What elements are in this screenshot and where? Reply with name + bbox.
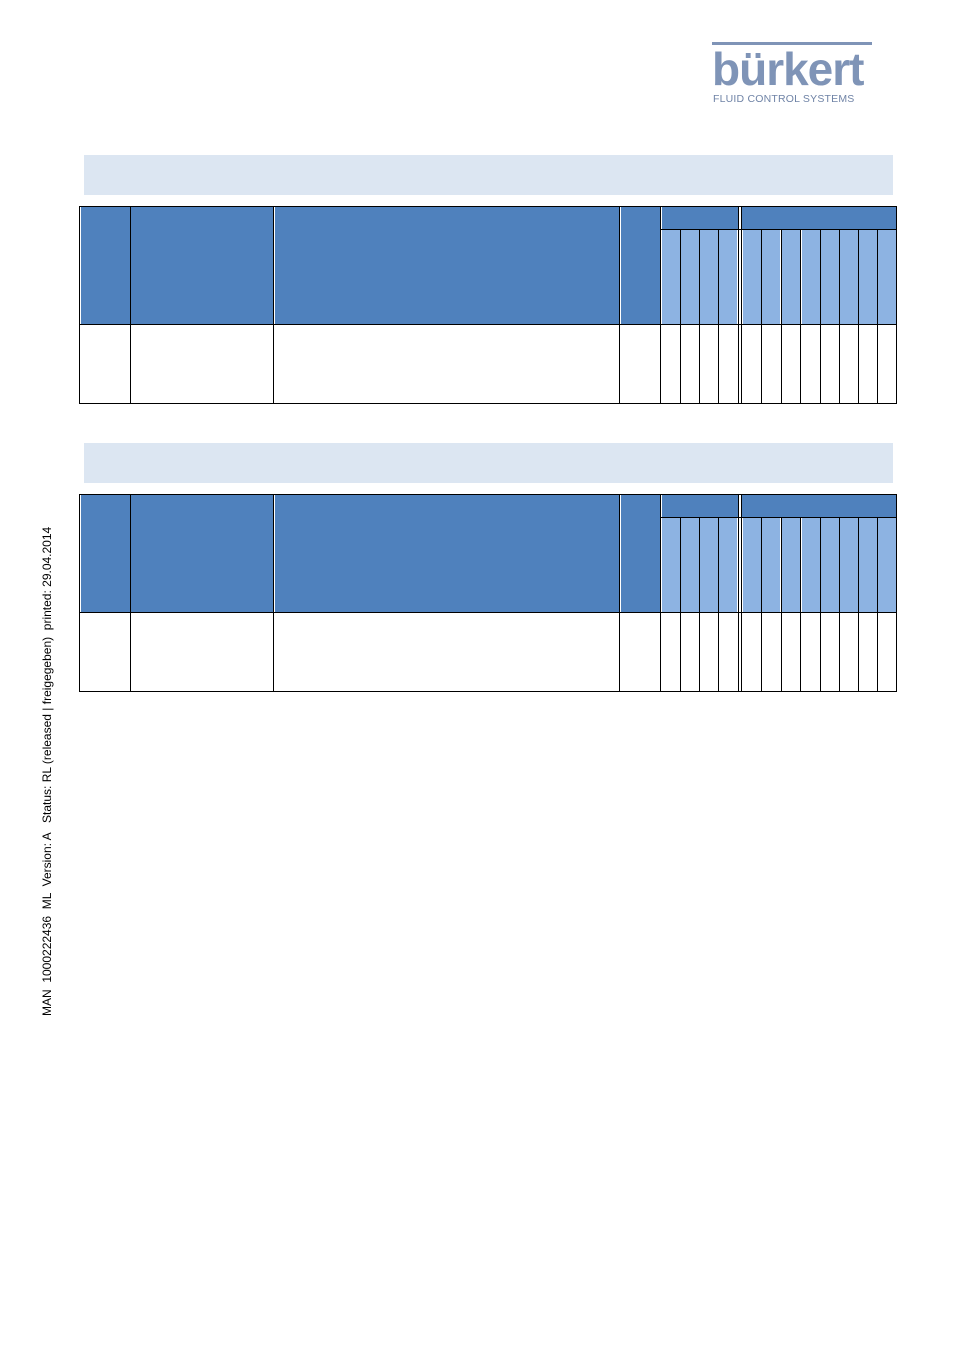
section-2-title-band: [84, 443, 893, 483]
sub-header-cell: [878, 230, 896, 324]
sub-column-rule: [761, 229, 762, 403]
column-rule: [619, 207, 620, 403]
column-rule: [741, 207, 742, 403]
sub-header-cell: [700, 518, 718, 612]
column-rule: [660, 495, 661, 691]
column-rule: [619, 495, 620, 691]
logo-bar: [712, 42, 872, 45]
sub-header-cell: [821, 518, 839, 612]
document-status-note: MAN 1000222436 ML Version: A Status: RL …: [40, 526, 54, 1016]
group-separator: [661, 517, 896, 518]
sub-column-rule: [699, 229, 700, 403]
section-1-title-band: [84, 155, 893, 195]
sub-column-rule: [680, 517, 681, 691]
header-cell: [131, 495, 273, 612]
burkert-logo: bürkert FLUID CONTROL SYSTEMS: [712, 42, 874, 108]
sub-header-cell: [743, 518, 761, 612]
sub-header-cell: [782, 230, 800, 324]
header-cell: [742, 495, 896, 517]
logo-tagline: FLUID CONTROL SYSTEMS: [713, 93, 855, 105]
section-2-table: [79, 494, 897, 692]
sub-column-rule: [877, 229, 878, 403]
sub-header-cell: [802, 230, 820, 324]
column-rule: [130, 495, 131, 691]
sub-column-rule: [820, 229, 821, 403]
header-cell: [662, 207, 738, 229]
column-rule: [660, 207, 661, 403]
header-cell: [662, 495, 738, 517]
sub-header-cell: [878, 518, 896, 612]
sub-column-rule: [800, 229, 801, 403]
column-rule: [130, 207, 131, 403]
column-rule: [738, 495, 739, 691]
column-rule: [273, 495, 274, 691]
sub-column-rule: [781, 517, 782, 691]
sub-header-cell: [662, 518, 680, 612]
sub-column-rule: [839, 229, 840, 403]
sub-column-rule: [718, 229, 719, 403]
sub-column-rule: [800, 517, 801, 691]
sub-header-cell: [662, 230, 680, 324]
sub-header-cell: [681, 230, 699, 324]
sub-column-rule: [858, 517, 859, 691]
sub-header-cell: [762, 230, 780, 324]
sub-header-cell: [719, 230, 737, 324]
sub-header-cell: [821, 230, 839, 324]
sub-header-cell: [859, 230, 877, 324]
header-cell: [621, 207, 661, 324]
sub-column-rule: [877, 517, 878, 691]
sub-header-cell: [700, 230, 718, 324]
sub-header-cell: [743, 230, 761, 324]
sub-column-rule: [781, 229, 782, 403]
sub-column-rule: [858, 229, 859, 403]
header-cell: [81, 207, 130, 324]
sub-header-cell: [782, 518, 800, 612]
sub-column-rule: [839, 517, 840, 691]
sub-column-rule: [680, 229, 681, 403]
header-cell: [81, 495, 130, 612]
sub-header-cell: [802, 518, 820, 612]
header-separator: [80, 612, 896, 613]
group-separator: [661, 229, 896, 230]
sub-header-cell: [762, 518, 780, 612]
header-cell: [275, 495, 619, 612]
column-rule: [273, 207, 274, 403]
sub-header-cell: [840, 230, 858, 324]
sub-header-cell: [719, 518, 737, 612]
sub-column-rule: [718, 517, 719, 691]
header-cell: [621, 495, 661, 612]
logo-wordmark: bürkert: [712, 43, 864, 95]
header-separator: [80, 324, 896, 325]
sub-column-rule: [820, 517, 821, 691]
section-1-table: [79, 206, 897, 404]
sub-column-rule: [699, 517, 700, 691]
column-rule: [738, 207, 739, 403]
sub-header-cell: [681, 518, 699, 612]
header-cell: [131, 207, 273, 324]
sub-column-rule: [761, 517, 762, 691]
header-cell: [742, 207, 896, 229]
column-rule: [741, 495, 742, 691]
sub-header-cell: [840, 518, 858, 612]
header-cell: [275, 207, 619, 324]
sub-header-cell: [859, 518, 877, 612]
